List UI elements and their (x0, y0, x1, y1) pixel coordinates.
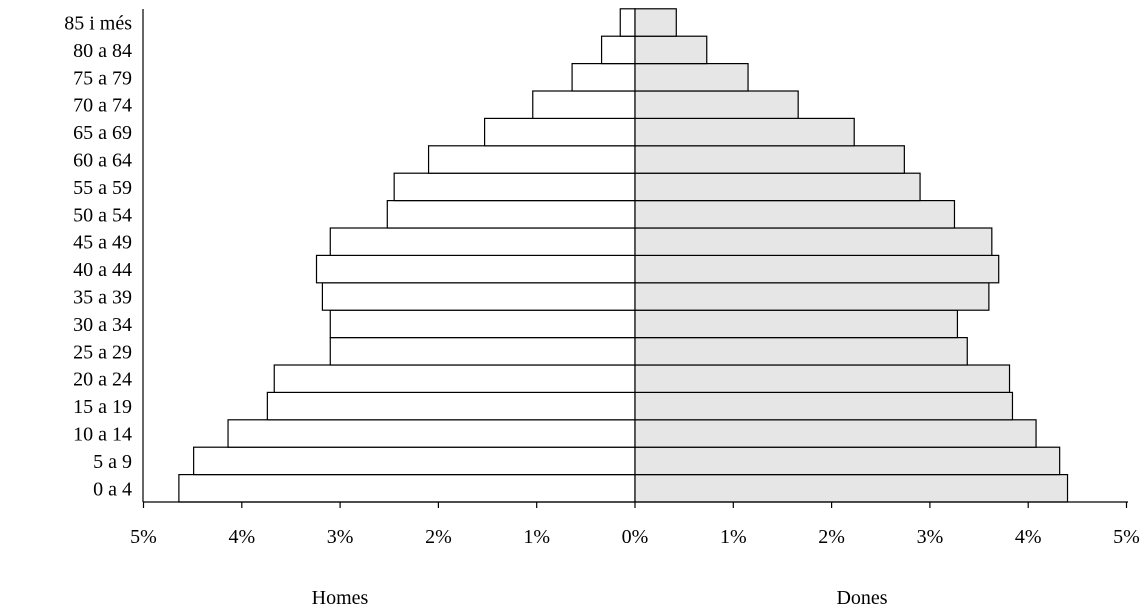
category-label: 10 a 14 (73, 424, 132, 446)
x-tick-label: 4% (1015, 526, 1042, 548)
x-tick-label: 5% (1113, 526, 1140, 548)
bar-dones-10-a-14 (634, 419, 1037, 448)
bar-dones-0-a-4 (634, 474, 1069, 503)
bar-dones-70-a-74 (634, 90, 799, 119)
bar-homes-20-a-24 (273, 364, 636, 393)
category-label: 0 a 4 (93, 478, 132, 500)
category-label: 25 a 29 (73, 341, 132, 363)
category-label: 15 a 19 (73, 396, 132, 418)
bar-dones-30-a-34 (634, 309, 959, 339)
category-label: 20 a 24 (73, 369, 132, 391)
bar-homes-10-a-14 (227, 419, 636, 448)
category-label: 35 a 39 (73, 287, 132, 309)
bar-homes-5-a-9 (193, 446, 636, 476)
bar-dones-50-a-54 (634, 200, 956, 229)
bar-dones-20-a-24 (634, 364, 1011, 393)
x-tick-label: 1% (720, 526, 747, 548)
bar-homes-30-a-34 (329, 309, 636, 339)
bar-homes-50-a-54 (386, 200, 636, 229)
series-label-left: Homes (312, 587, 369, 609)
x-tick-label: 3% (917, 526, 944, 548)
bar-dones-40-a-44 (634, 254, 1000, 284)
x-tick-label: 2% (425, 526, 452, 548)
x-tick-label: 1% (523, 526, 550, 548)
category-label: 65 a 69 (73, 122, 132, 144)
bar-dones-85-i-més (634, 8, 677, 37)
bar-dones-55-a-59 (634, 172, 921, 202)
x-tick-label: 4% (228, 526, 255, 548)
bar-homes-65-a-69 (484, 117, 636, 147)
category-label: 75 a 79 (73, 67, 132, 89)
bar-homes-60-a-64 (427, 145, 636, 174)
category-label: 5 a 9 (93, 451, 132, 473)
bar-homes-85-i-més (619, 8, 636, 37)
bar-homes-55-a-59 (393, 172, 636, 202)
category-label: 60 a 64 (73, 150, 132, 172)
bar-dones-75-a-79 (634, 62, 749, 92)
bar-homes-70-a-74 (532, 90, 636, 119)
category-label: 30 a 34 (73, 314, 132, 336)
bar-dones-5-a-9 (634, 446, 1061, 476)
x-tick-label: 0% (622, 526, 649, 548)
category-label: 85 i més (64, 13, 132, 35)
bar-homes-0-a-4 (178, 474, 636, 503)
x-tick-label: 2% (818, 526, 845, 548)
bar-dones-45-a-49 (634, 227, 993, 256)
category-label: 80 a 84 (73, 40, 132, 62)
bar-homes-15-a-19 (266, 391, 636, 421)
bar-homes-80-a-84 (600, 35, 636, 65)
series-label-right: Dones (836, 587, 887, 609)
bar-dones-15-a-19 (634, 391, 1014, 421)
category-label: 55 a 59 (73, 177, 132, 199)
bar-homes-35-a-39 (321, 282, 636, 311)
bar-dones-25-a-29 (634, 337, 968, 366)
category-label: 40 a 44 (73, 259, 132, 281)
x-tick-label: 3% (327, 526, 354, 548)
bar-dones-60-a-64 (634, 145, 905, 174)
bar-homes-25-a-29 (329, 337, 636, 366)
bar-homes-45-a-49 (329, 227, 636, 256)
category-label: 70 a 74 (73, 95, 132, 117)
bar-dones-35-a-39 (634, 282, 990, 311)
bar-homes-75-a-79 (571, 62, 636, 92)
bar-dones-65-a-69 (634, 117, 855, 147)
bar-homes-40-a-44 (315, 254, 636, 284)
x-tick-label: 5% (130, 526, 157, 548)
category-label: 45 a 49 (73, 232, 132, 254)
category-label: 50 a 54 (73, 204, 132, 226)
bar-dones-80-a-84 (634, 35, 708, 65)
